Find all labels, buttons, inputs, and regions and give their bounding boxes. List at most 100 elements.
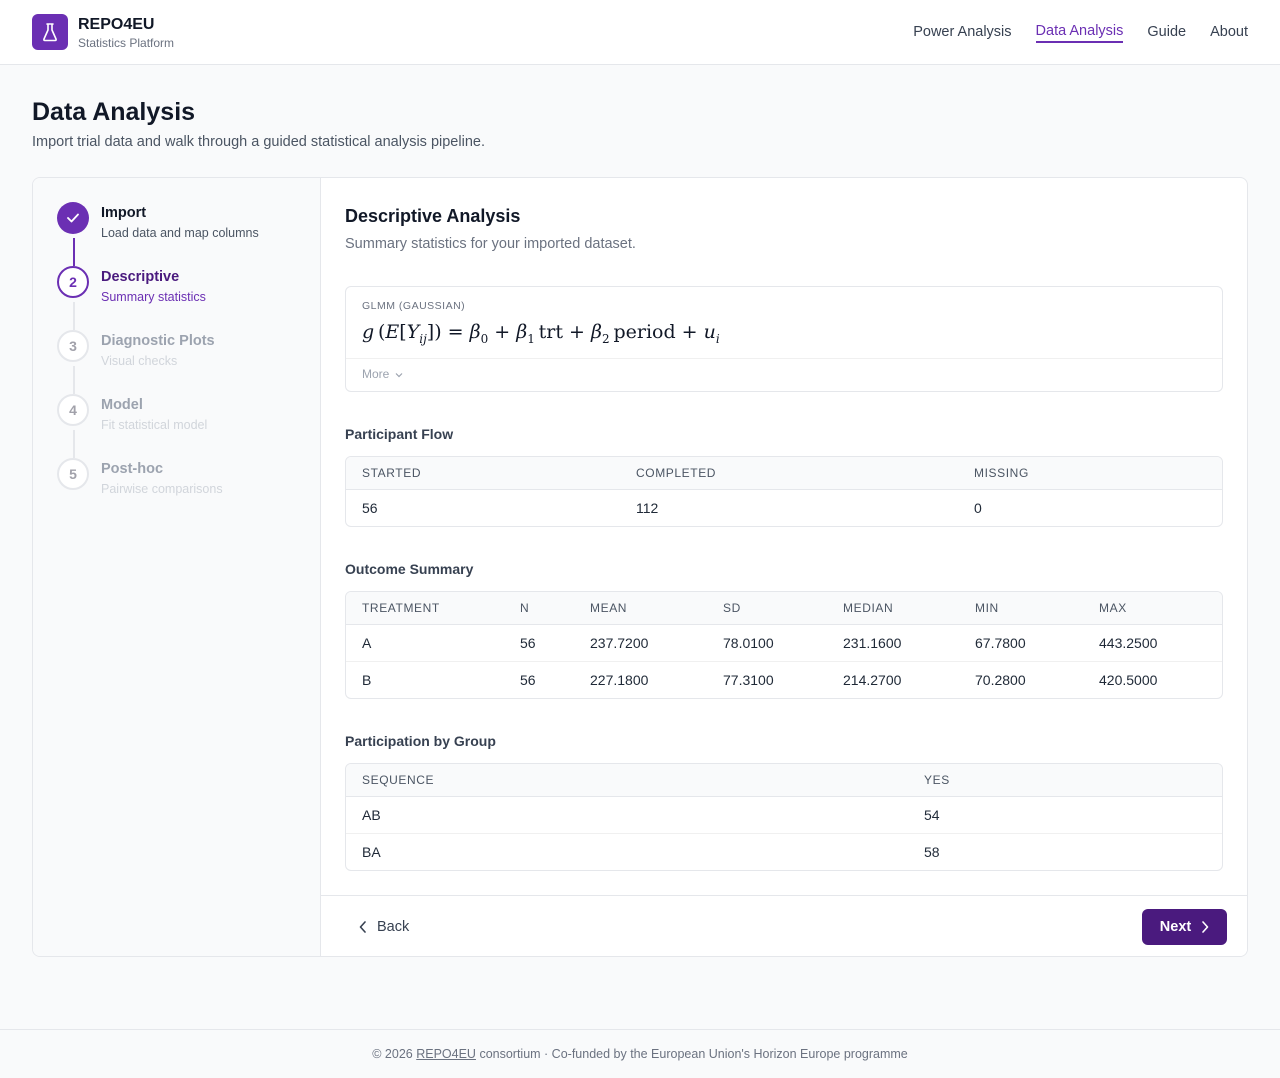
table-cell: AB bbox=[362, 807, 381, 823]
nav-power-analysis[interactable]: Power Analysis bbox=[913, 24, 1012, 40]
step-title: Descriptive bbox=[101, 269, 180, 285]
table-cell: 54 bbox=[924, 807, 940, 823]
step-desc: Summary statistics bbox=[101, 290, 206, 304]
section-subtitle: Summary statistics for your imported dat… bbox=[345, 236, 636, 252]
column-header: SD bbox=[723, 601, 741, 615]
table-cell: 77.3100 bbox=[723, 672, 774, 688]
outcome-summary-heading: Outcome Summary bbox=[345, 561, 474, 577]
table-cell: 443.2500 bbox=[1099, 635, 1158, 651]
column-header: STARTED bbox=[362, 466, 422, 480]
step-connector bbox=[73, 430, 75, 458]
back-button[interactable]: Back bbox=[345, 910, 423, 944]
footer-link[interactable]: REPO4EU bbox=[416, 1047, 476, 1061]
column-header: YES bbox=[924, 773, 950, 787]
step-desc: Fit statistical model bbox=[101, 418, 208, 432]
participation-by-group-heading: Participation by Group bbox=[345, 733, 496, 749]
step-desc: Pairwise comparisons bbox=[101, 482, 223, 496]
outcome-summary-table: TREATMENT N MEAN SD MEDIAN MIN MAX A 56 … bbox=[345, 591, 1223, 699]
more-toggle[interactable]: More bbox=[362, 367, 403, 381]
column-header: N bbox=[520, 601, 530, 615]
analysis-card: Import Load data and map columns 2 Descr… bbox=[32, 177, 1248, 957]
table-cell: 0 bbox=[974, 500, 982, 516]
column-header: MEDIAN bbox=[843, 601, 894, 615]
top-header: REPO4EU Statistics Platform Power Analys… bbox=[0, 0, 1280, 65]
footer-suffix: consortium · Co-funded by the European U… bbox=[475, 1047, 908, 1061]
table-cell: 112 bbox=[636, 500, 659, 516]
table-header: SEQUENCE YES bbox=[346, 764, 1222, 797]
site-footer: © 2026 REPO4EU consortium · Co-funded by… bbox=[0, 1029, 1280, 1078]
more-label: More bbox=[362, 367, 390, 381]
flask-icon bbox=[43, 23, 57, 42]
main-panel: Descriptive Analysis Summary statistics … bbox=[321, 178, 1247, 956]
step-number: 2 bbox=[57, 266, 89, 298]
next-label: Next bbox=[1159, 919, 1192, 935]
footer-prefix: © 2026 bbox=[372, 1047, 417, 1061]
page-subtitle: Import trial data and walk through a gui… bbox=[32, 134, 485, 150]
step-desc: Visual checks bbox=[101, 354, 178, 368]
footer-text: © 2026 REPO4EU consortium · Co-funded by… bbox=[0, 1047, 1280, 1061]
table-row: BA 58 bbox=[346, 834, 1222, 870]
chevron-left-icon bbox=[359, 921, 366, 933]
column-header: SEQUENCE bbox=[362, 773, 435, 787]
table-cell: 56 bbox=[362, 500, 378, 516]
step-title: Post-hoc bbox=[101, 461, 164, 477]
back-label: Back bbox=[377, 919, 410, 935]
brand-subtitle: Statistics Platform bbox=[78, 36, 175, 50]
next-button[interactable]: Next bbox=[1142, 909, 1227, 945]
table-cell: 420.5000 bbox=[1099, 672, 1158, 688]
column-header: TREATMENT bbox=[362, 601, 440, 615]
participation-by-group-table: SEQUENCE YES AB 54 BA 58 bbox=[345, 763, 1223, 871]
step-import[interactable]: Import Load data and map columns bbox=[57, 202, 307, 258]
table-row: B 56 227.1800 77.3100 214.2700 70.2800 4… bbox=[346, 662, 1222, 698]
column-header: MIN bbox=[975, 601, 999, 615]
nav-guide[interactable]: Guide bbox=[1147, 24, 1187, 40]
formula-label: GLMM (GAUSSIAN) bbox=[362, 300, 466, 312]
step-connector bbox=[73, 366, 75, 394]
divider bbox=[346, 358, 1222, 359]
table-row: A 56 237.7200 78.0100 231.1600 67.7800 4… bbox=[346, 625, 1222, 662]
step-number: 4 bbox=[57, 394, 89, 426]
column-header: MISSING bbox=[974, 466, 1029, 480]
nav-about[interactable]: About bbox=[1210, 24, 1248, 40]
step-diagnostic-plots[interactable]: 3 Diagnostic Plots Visual checks bbox=[57, 330, 307, 386]
page-title: Data Analysis bbox=[32, 98, 196, 126]
step-check-icon bbox=[57, 202, 89, 234]
nav-data-analysis[interactable]: Data Analysis bbox=[1035, 19, 1124, 43]
step-descriptive[interactable]: 2 Descriptive Summary statistics bbox=[57, 266, 307, 322]
section-title: Descriptive Analysis bbox=[345, 206, 521, 226]
table-header: TREATMENT N MEAN SD MEDIAN MIN MAX bbox=[346, 592, 1222, 625]
table-cell: 214.2700 bbox=[843, 672, 902, 688]
table-cell: B bbox=[362, 672, 372, 688]
step-title: Import bbox=[101, 205, 147, 221]
table-row: 56 112 0 bbox=[346, 490, 1222, 526]
participant-flow-heading: Participant Flow bbox=[345, 426, 454, 442]
step-desc: Load data and map columns bbox=[101, 226, 259, 240]
table-cell: A bbox=[362, 635, 372, 651]
logo[interactable] bbox=[32, 14, 68, 50]
wizard-footer: Back Next bbox=[321, 895, 1247, 956]
model-formula: g (E[Yij]) = β0 + β1 trt + β2 period + u… bbox=[362, 321, 720, 346]
table-cell: 227.1800 bbox=[590, 672, 649, 688]
step-title: Diagnostic Plots bbox=[101, 333, 215, 349]
step-model[interactable]: 4 Model Fit statistical model bbox=[57, 394, 307, 450]
step-number: 5 bbox=[57, 458, 89, 490]
table-cell: 58 bbox=[924, 844, 940, 860]
participant-flow-table: STARTED COMPLETED MISSING 56 112 0 bbox=[345, 456, 1223, 527]
step-connector bbox=[73, 302, 75, 330]
table-cell: 78.0100 bbox=[723, 635, 774, 651]
table-cell: BA bbox=[362, 844, 381, 860]
main-nav: Power Analysis Data Analysis Guide About bbox=[913, 0, 1248, 64]
step-number: 3 bbox=[57, 330, 89, 362]
table-cell: 67.7800 bbox=[975, 635, 1026, 651]
table-header: STARTED COMPLETED MISSING bbox=[346, 457, 1222, 490]
stepper-sidebar: Import Load data and map columns 2 Descr… bbox=[33, 178, 321, 956]
table-cell: 231.1600 bbox=[843, 635, 902, 651]
column-header: MEAN bbox=[590, 601, 628, 615]
table-row: AB 54 bbox=[346, 797, 1222, 834]
column-header: MAX bbox=[1099, 601, 1127, 615]
column-header: COMPLETED bbox=[636, 466, 717, 480]
step-title: Model bbox=[101, 397, 143, 413]
brand-name: REPO4EU bbox=[78, 16, 155, 33]
table-cell: 56 bbox=[520, 635, 536, 651]
step-post-hoc[interactable]: 5 Post-hoc Pairwise comparisons bbox=[57, 458, 307, 514]
